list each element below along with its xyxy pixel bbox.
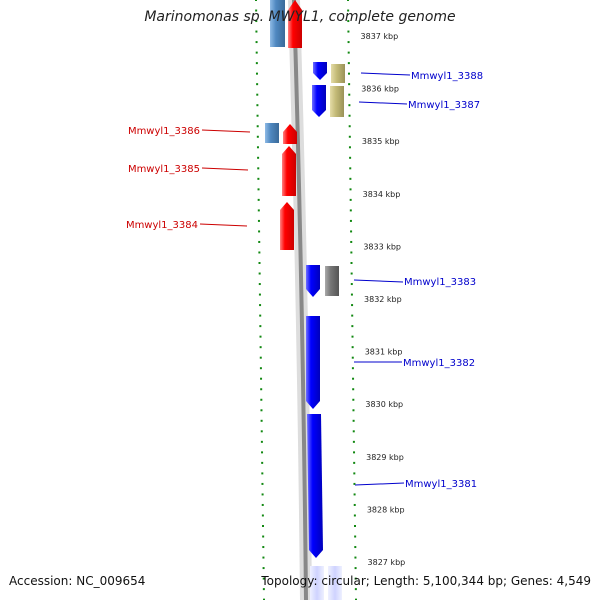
gene-Mmwyl1_3382[interactable]: Mmwyl1_3382 [306, 316, 475, 409]
gene-Mmwyl1_3388[interactable]: Mmwyl1_3388 [313, 62, 483, 83]
label-line [353, 279, 404, 283]
scale-label: 3827 kbp [368, 558, 406, 567]
scale-label: 3829 kbp [366, 453, 404, 462]
gene-Mmwyl1_3385[interactable]: Mmwyl1_3385 [128, 146, 296, 196]
label-line [201, 167, 249, 171]
gene-label: Mmwyl1_3381 [405, 479, 477, 490]
cds-reverse-arrow [312, 85, 326, 117]
scale-label: 3831 kbp [365, 348, 403, 357]
gene-Mmwyl1_3384[interactable]: Mmwyl1_3384 [126, 202, 294, 250]
cds-reverse-arrow [306, 265, 320, 297]
genome-stats-text: Topology: circular; Length: 5,100,344 bp… [261, 574, 591, 588]
gene-Mmwyl1_3383[interactable]: Mmwyl1_3383 [306, 265, 476, 297]
scale-labels: 3837 kbp 3836 kbp 3835 kbp 3834 kbp 3833 kbp… [361, 32, 406, 567]
cds-reverse-arrow [306, 316, 320, 409]
cds-feature-grey [325, 266, 339, 296]
label-line [354, 482, 405, 486]
label-line [358, 101, 408, 105]
cds-feature-khaki [331, 64, 345, 83]
faint-feature [310, 566, 324, 600]
scale-label: 3828 kbp [367, 505, 405, 514]
gene-label: Mmwyl1_3385 [128, 164, 200, 175]
cds-forward-arrow [283, 124, 297, 144]
gene-label: Mmwyl1_3386 [128, 126, 200, 137]
scale-label: 3830 kbp [365, 400, 403, 409]
tick-marks [255, 0, 357, 600]
gene-Mmwyl1_3387[interactable]: Mmwyl1_3387 [312, 85, 480, 117]
gene-Mmwyl1_3386[interactable]: Mmwyl1_3386 [128, 123, 297, 144]
scale-label: 3833 kbp [363, 242, 401, 251]
scale-label: 3837 kbp [361, 32, 399, 41]
scale-label: 3832 kbp [364, 295, 402, 304]
gene-label: Mmwyl1_3384 [126, 220, 198, 231]
cds-reverse-arrow [307, 414, 323, 558]
gene-Mmwyl1_3381[interactable]: Mmwyl1_3381 [307, 414, 477, 558]
label-line [199, 223, 248, 227]
scale-label: 3836 kbp [361, 85, 399, 94]
label-line [360, 72, 411, 76]
accession-text: Accession: NC_009654 [9, 574, 146, 588]
faint-feature [328, 566, 342, 600]
gene-label: Mmwyl1_3387 [408, 100, 480, 111]
cds-forward-partial [288, 0, 302, 48]
cds-forward-arrow [282, 146, 296, 196]
cds-forward-arrow [280, 202, 294, 250]
gene-label: Mmwyl1_3388 [411, 71, 483, 82]
gene-label: Mmwyl1_3383 [404, 277, 476, 288]
label-line [201, 129, 251, 133]
scale-label: 3835 kbp [362, 137, 400, 146]
cds-feature-partial [270, 0, 285, 47]
scale-label: 3834 kbp [363, 190, 401, 199]
cds-reverse-arrow [313, 62, 327, 80]
cds-feature-khaki [330, 86, 344, 117]
backbone [292, 0, 308, 600]
map-title: Marinomonas sp. MWYL1, complete genome [144, 9, 456, 25]
gene-label: Mmwyl1_3382 [403, 358, 475, 369]
cds-feature-steelblue [265, 123, 279, 143]
